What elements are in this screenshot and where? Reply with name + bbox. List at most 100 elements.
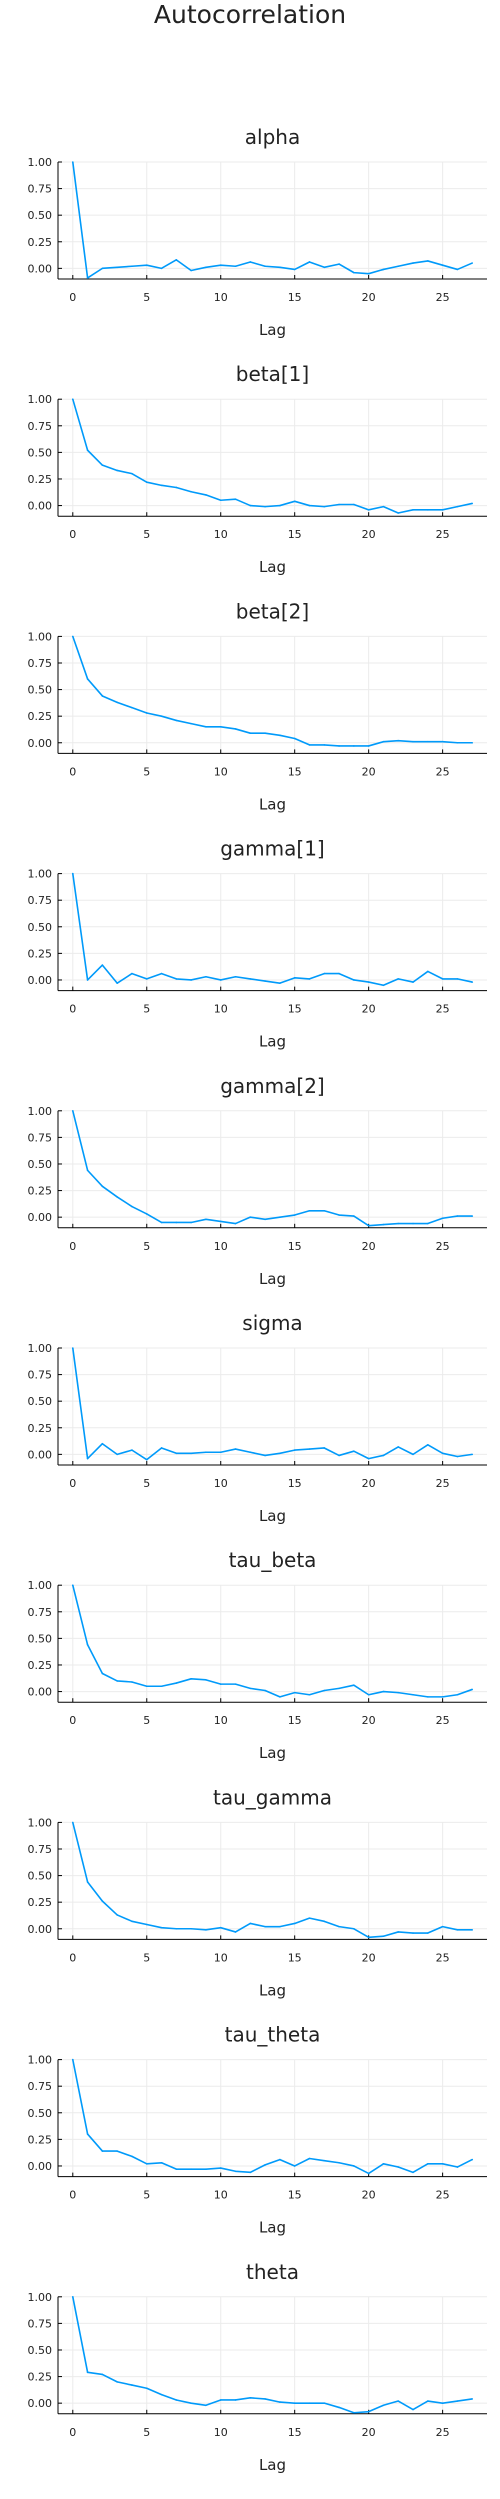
- data-point: [456, 2166, 459, 2168]
- x-tick-label: 0: [69, 1951, 76, 1964]
- data-point: [367, 981, 370, 983]
- y-tick-label: 0.00: [28, 1211, 53, 1224]
- y-tick-label: 1.00: [28, 630, 53, 643]
- x-tick-label: 5: [143, 1003, 150, 1016]
- x-tick-label: 10: [214, 528, 228, 541]
- data-point: [190, 490, 192, 493]
- data-point: [264, 2164, 266, 2166]
- data-point: [205, 1218, 207, 1221]
- y-tick-label: 0.25: [28, 710, 53, 723]
- data-point: [71, 161, 74, 163]
- data-point: [367, 1693, 370, 1696]
- chart-title: beta[2]: [236, 599, 309, 623]
- data-point: [412, 1222, 414, 1225]
- x-tick-label: 15: [288, 1951, 302, 1964]
- data-point: [367, 2410, 370, 2413]
- data-point: [264, 1925, 266, 1928]
- chart-title: beta[1]: [236, 362, 309, 386]
- data-point: [190, 979, 192, 981]
- data-point: [308, 504, 311, 507]
- y-tick-label: 0.75: [28, 657, 53, 670]
- x-tick-label: 10: [214, 1240, 228, 1253]
- x-tick-label: 0: [69, 1477, 76, 1490]
- data-point: [175, 2168, 178, 2170]
- data-point: [101, 1442, 104, 1445]
- data-point: [279, 504, 281, 507]
- x-tick-label: 25: [436, 2426, 450, 2439]
- x-tick-label: 5: [143, 765, 150, 778]
- x-tick-label: 20: [362, 1951, 376, 1964]
- data-point: [175, 978, 178, 980]
- data-point: [249, 978, 252, 980]
- data-point: [205, 2404, 207, 2407]
- data-point: [338, 1454, 340, 1457]
- data-point: [397, 265, 400, 268]
- data-point: [427, 2400, 429, 2402]
- data-point: [397, 1931, 400, 1933]
- data-point: [412, 262, 414, 264]
- chart-title: tau_beta: [229, 1548, 317, 1572]
- chart-title: gamma[1]: [220, 837, 325, 861]
- data-point: [234, 728, 237, 730]
- chart-title: theta: [246, 2260, 299, 2284]
- x-axis-label: Lag: [259, 321, 286, 339]
- data-point: [116, 1196, 118, 1198]
- data-point: [308, 2402, 311, 2404]
- data-point: [175, 1221, 178, 1224]
- x-tick-label: 25: [436, 1240, 450, 1253]
- chart-panel: gamma[2] 0 5 10 15 20 25 0.00 0.25 0.50 0.75 1.00 La…: [28, 1074, 487, 1288]
- data-point: [71, 1110, 74, 1112]
- data-point: [205, 975, 207, 978]
- x-tick-label: 0: [69, 1714, 76, 1727]
- data-point: [116, 266, 118, 269]
- x-tick-label: 15: [288, 528, 302, 541]
- data-point: [338, 503, 340, 506]
- x-tick-label: 20: [362, 1240, 376, 1253]
- data-point: [427, 1932, 429, 1934]
- data-point: [427, 1222, 429, 1225]
- data-point: [264, 1218, 266, 1221]
- data-point: [338, 2161, 340, 2164]
- data-point: [131, 1681, 133, 1683]
- data-point: [293, 977, 296, 979]
- y-tick-label: 1.00: [28, 156, 53, 169]
- data-point: [323, 744, 326, 746]
- data-point: [175, 1682, 178, 1684]
- x-tick-label: 5: [143, 291, 150, 304]
- data-point: [219, 1926, 222, 1929]
- data-point: [249, 1922, 252, 1925]
- x-tick-label: 25: [436, 1951, 450, 1964]
- data-point: [441, 2163, 444, 2165]
- x-tick-label: 5: [143, 528, 150, 541]
- data-point: [175, 2399, 178, 2401]
- data-point: [145, 264, 148, 266]
- data-point: [279, 2401, 281, 2403]
- data-point: [338, 263, 340, 265]
- data-point: [71, 1821, 74, 1824]
- data-point: [219, 264, 222, 266]
- data-point: [160, 1221, 163, 1224]
- data-point: [160, 1447, 163, 1449]
- data-point: [338, 972, 340, 975]
- chart-panel: beta[2] 0 5 10 15 20 25 0.00 0.25 0.50 0.75 1.00 Lag: [28, 599, 487, 813]
- data-point: [249, 2397, 252, 2399]
- data-point: [219, 1451, 222, 1454]
- y-tick-label: 0.00: [28, 262, 53, 275]
- y-tick-label: 0.75: [28, 1843, 53, 1856]
- data-point: [338, 1687, 340, 1690]
- data-point: [71, 398, 74, 401]
- data-point: [293, 1449, 296, 1451]
- series-line: [72, 2296, 473, 2414]
- data-point: [382, 984, 385, 987]
- data-point: [190, 2168, 192, 2170]
- x-tick-label: 10: [214, 2426, 228, 2439]
- data-point: [412, 981, 414, 983]
- y-tick-label: 1.00: [28, 1579, 53, 1592]
- data-point: [234, 975, 237, 978]
- data-point: [145, 1213, 148, 1215]
- x-axis-label: Lag: [259, 2219, 286, 2237]
- data-point: [131, 1920, 133, 1923]
- x-axis-label: Lag: [259, 1744, 286, 1762]
- data-point: [427, 260, 429, 262]
- data-point: [308, 2157, 311, 2160]
